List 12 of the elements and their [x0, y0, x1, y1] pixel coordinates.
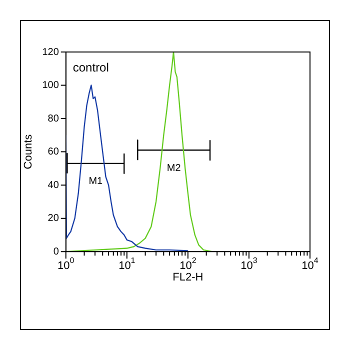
y-tick-label: 40	[48, 180, 60, 191]
series-label: M1	[88, 176, 104, 188]
annotation: control	[72, 60, 109, 74]
y-tick-label: 80	[48, 113, 60, 124]
y-tick-label: 20	[48, 213, 60, 224]
y-tick-label: 100	[42, 80, 60, 92]
y-axis-title: Counts	[22, 134, 35, 170]
y-tick-label: 0	[53, 246, 60, 258]
x-axis-title: FL2-H	[172, 271, 204, 284]
series-label: M2	[166, 162, 182, 174]
y-tick-label: 120	[42, 46, 60, 58]
y-tick-label: 60	[48, 146, 60, 158]
